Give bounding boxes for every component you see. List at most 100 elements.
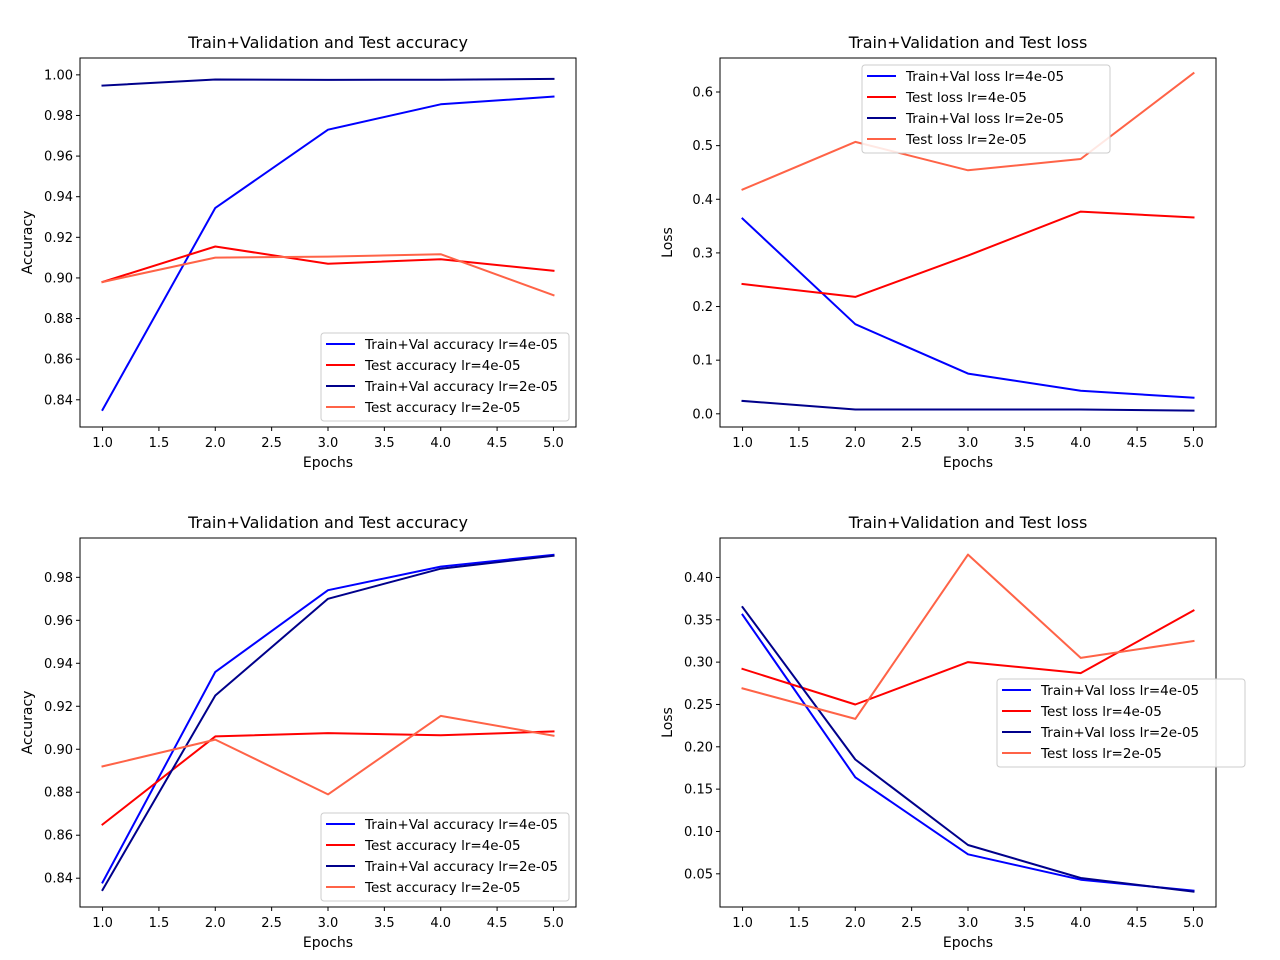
x-tick-label: 3.5 <box>374 436 395 451</box>
x-tick-label: 3.0 <box>958 436 979 451</box>
y-tick-label: 0.0 <box>692 407 713 422</box>
plot-frame <box>79 57 577 428</box>
series-line <box>741 399 1195 412</box>
plot-frame <box>719 57 1217 428</box>
legend-entry-label: Train+Val accuracy lr=2e-05 <box>364 379 558 395</box>
y-tick-label: 0.2 <box>692 300 713 315</box>
legend-entry-label: Test accuracy lr=4e-05 <box>364 358 521 374</box>
chart-title: Train+Validation and Test loss <box>848 33 1088 52</box>
x-tick-label: 2.0 <box>845 436 866 451</box>
y-tick-label: 1.00 <box>44 68 73 83</box>
y-tick-label: 0.20 <box>684 740 713 755</box>
x-tick-label: 1.5 <box>149 436 170 451</box>
series-line <box>101 77 555 87</box>
legend-entry-label: Train+Val accuracy lr=4e-05 <box>364 337 558 353</box>
legend-entry-label: Test accuracy lr=2e-05 <box>364 880 521 896</box>
x-axis-label: Epochs <box>303 935 353 951</box>
y-tick-label: 0.30 <box>684 656 713 671</box>
legend-entry-label: Test loss lr=4e-05 <box>905 90 1027 106</box>
y-tick-label: 0.3 <box>692 246 713 261</box>
series-line <box>741 210 1195 298</box>
y-axis-label: Loss <box>660 227 676 258</box>
x-tick-label: 4.0 <box>430 916 451 931</box>
x-tick-label: 1.0 <box>92 916 113 931</box>
series-line <box>741 217 1195 399</box>
legend: Train+Val accuracy lr=4e-05 Test accuracy… <box>320 812 570 902</box>
x-tick-label: 1.0 <box>732 916 753 931</box>
x-tick-label: 2.5 <box>261 436 282 451</box>
x-tick-label: 1.5 <box>789 436 810 451</box>
legend-entry-label: Train+Val loss lr=4e-05 <box>1040 683 1199 699</box>
y-tick-label: 0.5 <box>692 139 713 154</box>
legend-entry-label: Train+Val loss lr=2e-05 <box>905 111 1064 127</box>
chart-panel: Train+Validation and Test accuracy 1.0 1.5… <box>20 33 577 471</box>
legend-entry-label: Test loss lr=2e-05 <box>905 132 1027 148</box>
legend-entry-label: Train+Val accuracy lr=4e-05 <box>364 817 558 833</box>
y-tick-label: 0.94 <box>44 190 73 205</box>
y-tick-label: 0.88 <box>44 786 73 801</box>
y-tick-label: 0.84 <box>44 393 73 408</box>
legend-entry-label: Train+Val accuracy lr=2e-05 <box>364 859 558 875</box>
legend-box <box>861 64 1111 154</box>
legend-entry-label: Test accuracy lr=4e-05 <box>364 838 521 854</box>
chart-panel: Train+Validation and Test accuracy 1.0 1.5… <box>20 513 577 951</box>
y-tick-label: 0.6 <box>692 86 713 101</box>
x-tick-label: 3.0 <box>318 916 339 931</box>
series-line <box>101 245 555 284</box>
x-tick-label: 2.5 <box>901 436 922 451</box>
x-axis-label: Epochs <box>943 935 993 951</box>
y-tick-label: 0.10 <box>684 825 713 840</box>
legend-box <box>320 332 570 422</box>
x-axis-label: Epochs <box>303 455 353 471</box>
chart-title: Train+Validation and Test accuracy <box>187 513 468 532</box>
x-tick-label: 1.5 <box>149 916 170 931</box>
x-tick-label: 1.5 <box>789 916 810 931</box>
y-tick-label: 0.92 <box>44 231 73 246</box>
x-tick-label: 2.5 <box>901 916 922 931</box>
series-line <box>101 554 555 892</box>
x-tick-label: 4.5 <box>487 436 508 451</box>
chart-panel: Train+Validation and Test loss 1.0 1.5 2.0 2… <box>660 513 1246 951</box>
chart-title: Train+Validation and Test loss <box>848 513 1088 532</box>
x-tick-label: 3.5 <box>1014 436 1035 451</box>
legend-entry-label: Train+Val loss lr=4e-05 <box>905 69 1064 85</box>
y-tick-label: 0.1 <box>692 354 713 369</box>
x-tick-label: 1.0 <box>732 436 753 451</box>
legend-box <box>996 678 1246 768</box>
series-line <box>741 71 1195 191</box>
series-line <box>101 253 555 297</box>
legend-entry-label: Train+Val loss lr=2e-05 <box>1040 725 1199 741</box>
x-tick-label: 4.5 <box>487 916 508 931</box>
series-line <box>741 553 1195 720</box>
y-tick-label: 0.98 <box>44 571 73 586</box>
legend: Train+Val accuracy lr=4e-05 Test accuracy… <box>320 332 570 422</box>
y-tick-label: 0.86 <box>44 829 73 844</box>
y-axis-label: Loss <box>660 707 676 738</box>
x-tick-label: 2.0 <box>845 916 866 931</box>
y-tick-label: 0.96 <box>44 614 73 629</box>
x-tick-label: 2.0 <box>205 436 226 451</box>
y-tick-label: 0.90 <box>44 271 73 286</box>
y-tick-label: 0.94 <box>44 657 73 672</box>
x-tick-label: 4.5 <box>1127 916 1148 931</box>
y-tick-label: 0.15 <box>684 783 713 798</box>
y-tick-label: 0.25 <box>684 698 713 713</box>
x-tick-label: 3.0 <box>318 436 339 451</box>
x-tick-label: 3.5 <box>374 916 395 931</box>
series-line <box>101 95 555 412</box>
y-tick-label: 0.40 <box>684 571 713 586</box>
y-tick-label: 0.05 <box>684 867 713 882</box>
x-tick-label: 4.0 <box>1070 916 1091 931</box>
y-tick-label: 0.86 <box>44 353 73 368</box>
x-tick-label: 5.0 <box>543 436 564 451</box>
series-line <box>101 553 555 884</box>
x-tick-label: 5.0 <box>1183 436 1204 451</box>
x-tick-label: 2.5 <box>261 916 282 931</box>
y-axis-label: Accuracy <box>20 211 36 275</box>
x-tick-label: 1.0 <box>92 436 113 451</box>
y-tick-label: 0.98 <box>44 109 73 124</box>
x-tick-label: 3.0 <box>958 916 979 931</box>
plot-frame <box>79 537 577 908</box>
chart-panel: Train+Validation and Test loss 1.0 1.5 2.0 2… <box>660 33 1217 471</box>
legend-box <box>320 812 570 902</box>
